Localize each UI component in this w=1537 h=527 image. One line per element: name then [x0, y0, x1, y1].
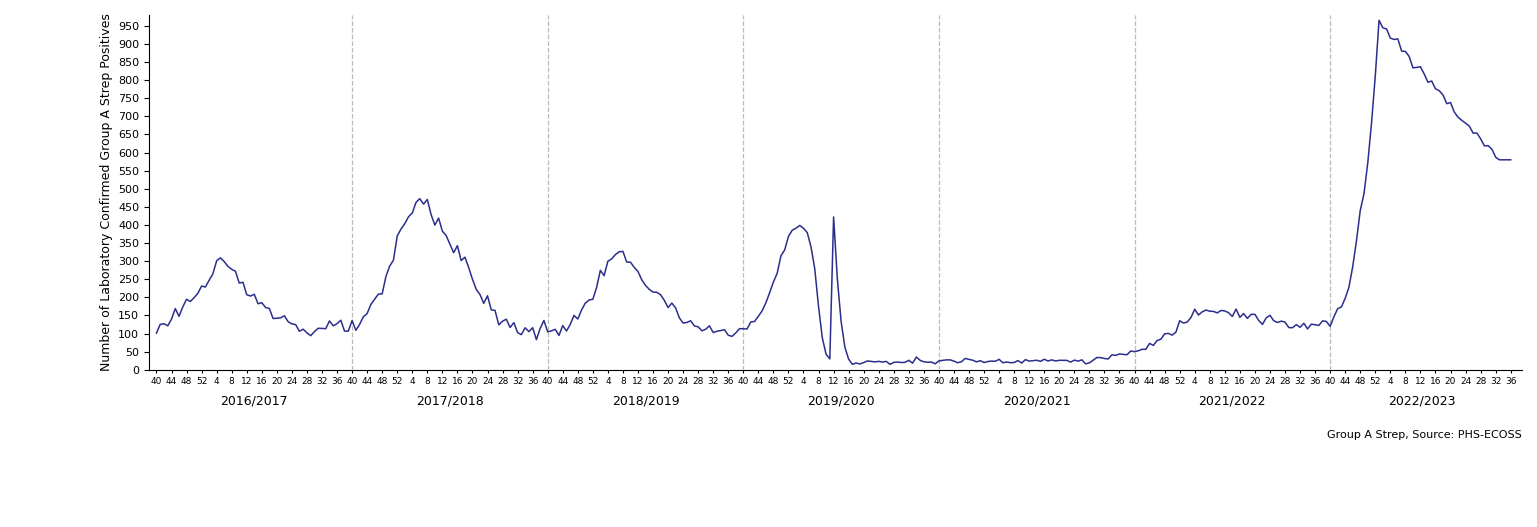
- Text: 2018/2019: 2018/2019: [612, 394, 679, 407]
- Text: 2016/2017: 2016/2017: [220, 394, 287, 407]
- Y-axis label: Number of Laboratory Confirmed Group A Strep Positives: Number of Laboratory Confirmed Group A S…: [100, 14, 112, 372]
- Text: 2021/2022: 2021/2022: [1199, 394, 1266, 407]
- Text: 2017/2018: 2017/2018: [417, 394, 484, 407]
- Text: 2019/2020: 2019/2020: [807, 394, 875, 407]
- Text: 2020/2021: 2020/2021: [1004, 394, 1071, 407]
- Text: Group A Strep, Source: PHS-ECOSS: Group A Strep, Source: PHS-ECOSS: [1328, 430, 1522, 440]
- Text: 2022/2023: 2022/2023: [1388, 394, 1456, 407]
